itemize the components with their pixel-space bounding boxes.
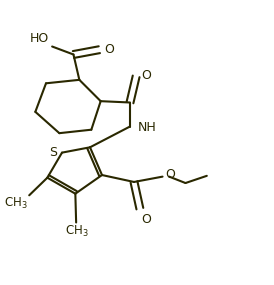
Text: CH$_3$: CH$_3$ [65,223,89,239]
Text: S: S [49,146,57,158]
Text: HO: HO [30,32,50,45]
Text: O: O [141,213,151,226]
Text: O: O [166,168,176,181]
Text: O: O [104,43,114,56]
Text: CH$_3$: CH$_3$ [4,196,28,211]
Text: O: O [141,69,151,82]
Text: NH: NH [138,121,156,134]
